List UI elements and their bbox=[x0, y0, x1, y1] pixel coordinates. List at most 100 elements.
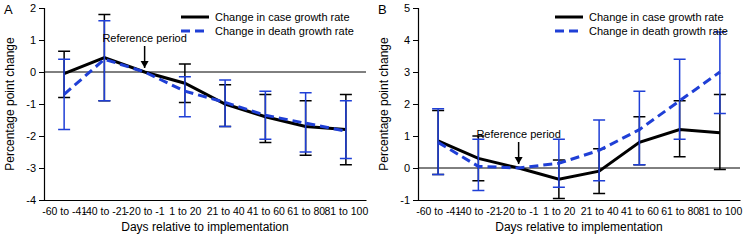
panel: -1 0 1 2 3 4 5 -60 to -41-40 to -21-20 to -1 1 t… bbox=[377, 2, 742, 234]
y-tick-label: 1 bbox=[404, 130, 410, 142]
x-tick-label: -20 to -1 bbox=[500, 205, 539, 217]
plot-area bbox=[44, 14, 366, 164]
legend-label: Change in death growth rate bbox=[215, 25, 354, 37]
y-tick-mark bbox=[413, 104, 418, 105]
x-tick-label: -60 to -41 bbox=[416, 205, 461, 217]
x-tick-label: -20 to -1 bbox=[126, 205, 165, 217]
series-line bbox=[438, 72, 720, 168]
x-tick-label: 1 to 20 bbox=[169, 205, 201, 217]
y-tick-label: 4 bbox=[404, 34, 410, 46]
y-axis-title: Percentage point change bbox=[377, 37, 391, 171]
series bbox=[432, 94, 726, 198]
y-tick-label: -3 bbox=[26, 162, 36, 174]
y-tick-mark bbox=[413, 136, 418, 137]
x-axis-line bbox=[45, 200, 367, 201]
legend-label: Change in death growth rate bbox=[589, 25, 728, 37]
y-tick-mark bbox=[39, 40, 44, 41]
x-axis: -60 to -41-40 to -21-20 to -1 1 to 20 21 t… bbox=[42, 200, 368, 217]
error-bar bbox=[340, 101, 352, 159]
y-tick: 2 bbox=[404, 98, 418, 110]
annotation: Reference period bbox=[102, 32, 186, 44]
x-tick-label: -40 to -21 bbox=[82, 205, 127, 217]
legend-label: Change in case growth rate bbox=[589, 11, 724, 23]
y-tick: -3 bbox=[26, 162, 44, 174]
series bbox=[432, 32, 726, 190]
error-bar bbox=[674, 59, 686, 139]
y-tick-label: 2 bbox=[404, 98, 410, 110]
annotation-arrowhead bbox=[515, 157, 523, 164]
y-tick-mark bbox=[39, 136, 44, 137]
error-bar bbox=[593, 120, 605, 181]
panel-label: B bbox=[378, 2, 387, 17]
legend-swatch bbox=[555, 30, 583, 33]
error-bar bbox=[714, 32, 726, 114]
y-axis-line bbox=[413, 9, 419, 201]
y-tick: 2 bbox=[30, 2, 44, 14]
x-tick-label: -40 to -21 bbox=[456, 205, 501, 217]
y-tick-label: 1 bbox=[30, 34, 36, 46]
y-tick-label: -2 bbox=[26, 130, 36, 142]
y-tick-label: 0 bbox=[404, 162, 410, 174]
y-axis: -1 0 1 2 3 4 5 bbox=[400, 2, 418, 206]
y-tick: 1 bbox=[30, 34, 44, 46]
y-tick: 5 bbox=[404, 2, 418, 14]
x-tick: 1 to 20 bbox=[169, 200, 201, 217]
y-tick-label: 5 bbox=[404, 2, 410, 14]
y-tick-mark bbox=[39, 104, 44, 105]
y-tick-mark bbox=[413, 8, 418, 9]
x-tick: 81 to 100 bbox=[698, 200, 742, 217]
y-tick: 3 bbox=[404, 66, 418, 78]
x-tick-label: -60 to -41 bbox=[42, 205, 87, 217]
x-axis: -60 to -41-40 to -21-20 to -1 1 to 20 21 t… bbox=[416, 200, 742, 217]
error-bar bbox=[472, 139, 484, 190]
x-tick-label: 81 to 100 bbox=[698, 205, 742, 217]
error-bar bbox=[300, 93, 312, 152]
y-tick-label: -4 bbox=[26, 194, 36, 206]
y-tick: -2 bbox=[26, 130, 44, 142]
reference-line bbox=[418, 168, 740, 169]
x-tick: 41 to 60 bbox=[247, 200, 285, 217]
y-tick-label: 0 bbox=[30, 66, 36, 78]
y-tick: 0 bbox=[30, 66, 44, 78]
x-tick-label: 21 to 40 bbox=[581, 205, 619, 217]
error-bar bbox=[432, 109, 444, 175]
series bbox=[58, 21, 352, 159]
x-tick: 21 to 40 bbox=[207, 200, 245, 217]
error-bar bbox=[553, 139, 565, 187]
y-axis-line bbox=[39, 9, 45, 201]
y-tick-mark bbox=[413, 72, 418, 73]
x-tick-label: 41 to 60 bbox=[621, 205, 659, 217]
x-tick-label: 61 to 80 bbox=[287, 205, 325, 217]
series-line bbox=[64, 59, 346, 131]
x-axis-line bbox=[419, 200, 741, 201]
error-bar bbox=[259, 91, 271, 139]
y-axis-title: Percentage point change bbox=[3, 37, 17, 171]
error-bar bbox=[179, 77, 191, 117]
x-tick-label: 41 to 60 bbox=[247, 205, 285, 217]
y-tick-mark bbox=[39, 72, 44, 73]
annotation-arrowhead bbox=[141, 61, 149, 68]
x-tick: -40 to -21 bbox=[456, 200, 501, 217]
x-tick: -60 to -41 bbox=[416, 200, 461, 217]
error-bar bbox=[633, 91, 645, 165]
x-axis-title: Days relative to implementation bbox=[121, 220, 288, 234]
y-tick-mark bbox=[39, 200, 44, 201]
x-tick-label: 1 to 20 bbox=[543, 205, 575, 217]
x-tick: 1 to 20 bbox=[543, 200, 575, 217]
x-tick: -60 to -41 bbox=[42, 200, 87, 217]
x-tick: 41 to 60 bbox=[621, 200, 659, 217]
y-tick-label: 3 bbox=[404, 66, 410, 78]
plot-area bbox=[418, 32, 740, 198]
y-tick-mark bbox=[413, 200, 418, 201]
y-tick-label: -1 bbox=[400, 194, 410, 206]
error-bar bbox=[58, 59, 70, 129]
y-tick: 4 bbox=[404, 34, 418, 46]
y-tick-mark bbox=[413, 40, 418, 41]
legend-label: Change in case growth rate bbox=[215, 11, 350, 23]
x-tick-label: 61 to 80 bbox=[661, 205, 699, 217]
y-tick-label: -1 bbox=[26, 98, 36, 110]
x-tick-label: 81 to 100 bbox=[324, 205, 368, 217]
figure: -4-3-2-1012-60 to -41-40 to -21-20 to -1… bbox=[0, 0, 748, 237]
y-tick: 0 bbox=[404, 162, 418, 174]
x-tick: -20 to -1 bbox=[126, 200, 165, 217]
